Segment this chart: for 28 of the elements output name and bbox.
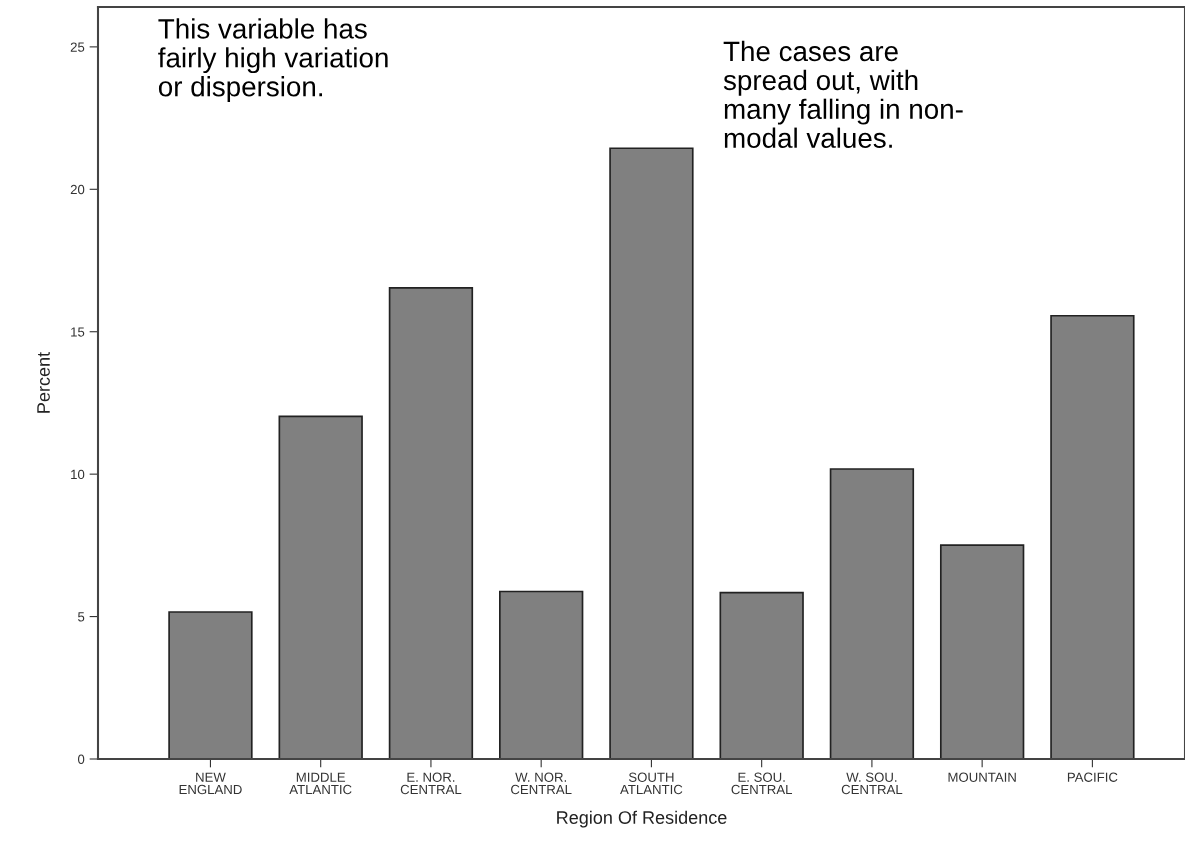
- x-tick-label: NEW ENGLAND: [179, 772, 242, 795]
- y-tick-label: 0: [77, 754, 85, 764]
- x-axis-title: Region Of Residence: [557, 810, 727, 828]
- bar: [499, 590, 584, 759]
- x-tick-label: E. NOR. CENTRAL: [400, 772, 462, 795]
- annotation: This variable has fairly high variation or dispersion.: [158, 18, 388, 102]
- bar: [829, 468, 915, 759]
- bar: [939, 544, 1025, 759]
- x-tick-label: W. NOR. CENTRAL: [511, 772, 572, 795]
- x-tick-label: W. SOU. CENTRAL: [841, 772, 903, 795]
- x-tick-label: E. SOU. CENTRAL: [731, 772, 793, 795]
- bar: [1050, 314, 1135, 759]
- x-tick-label: PACIFIC: [1067, 772, 1118, 782]
- annotation: The cases are spread out, with many falling in non- modal values.: [723, 40, 963, 148]
- bar: [609, 147, 694, 759]
- x-tick-label: MOUNTAIN: [948, 772, 1016, 782]
- y-tick-label: 15: [71, 327, 85, 337]
- y-axis-title: Percent: [37, 352, 50, 413]
- y-tick-label: 20: [70, 184, 85, 195]
- x-tick-label: MIDDLE ATLANTIC: [289, 772, 352, 795]
- bar: [278, 415, 363, 759]
- x-tick-label: SOUTH ATLANTIC: [620, 772, 683, 795]
- bar: [719, 591, 804, 759]
- y-tick-label: 10: [71, 469, 85, 480]
- bar: [168, 611, 253, 759]
- y-tick-label: 5: [78, 612, 85, 622]
- bar: [388, 287, 474, 759]
- y-tick-label: 25: [70, 42, 85, 52]
